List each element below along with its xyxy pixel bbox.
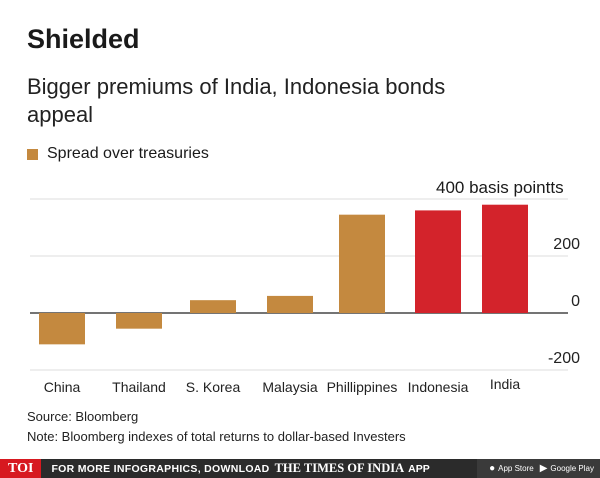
bar-thailand bbox=[116, 313, 162, 329]
x-tick-label: S. Korea bbox=[186, 379, 241, 395]
legend-swatch bbox=[27, 148, 38, 160]
x-tick-label: Indonesia bbox=[408, 379, 469, 395]
bar-malaysia bbox=[267, 295, 313, 313]
google-play-badge[interactable]: ▶ Google Play bbox=[540, 463, 594, 474]
chart-title: Shielded bbox=[27, 24, 140, 54]
footer-promo-text: FOR MORE INFOGRAPHICS, DOWNLOAD bbox=[51, 462, 270, 475]
x-tick-label: India bbox=[490, 376, 521, 392]
app-store-badge[interactable]: ● App Store bbox=[489, 463, 534, 474]
app-store-label: App Store bbox=[498, 464, 534, 473]
chart-subtitle: Bigger premiums of India, Indonesia bond… bbox=[27, 74, 446, 127]
footnote: Note: Bloomberg indexes of total returns… bbox=[27, 429, 406, 444]
x-tick-label: Phillippines bbox=[327, 379, 398, 395]
y-tick-label: -200 bbox=[548, 350, 580, 367]
bar-india bbox=[482, 204, 528, 313]
bar-chart: 200 0 -200 China Thailand S. Korea Malaysia Phi… bbox=[30, 198, 580, 395]
bar-china bbox=[39, 313, 85, 345]
x-tick-label: Thailand bbox=[112, 379, 166, 395]
footer-banner: TOI FOR MORE INFOGRAPHICS, DOWNLOAD THE … bbox=[0, 459, 600, 478]
footer-app-text: APP bbox=[408, 462, 430, 475]
play-icon: ▶ bbox=[539, 463, 548, 474]
x-tick-label: Malaysia bbox=[262, 379, 317, 395]
store-badges: ● App Store ▶ Google Play bbox=[477, 459, 600, 478]
footer-brand-name: THE TIMES OF INDIA bbox=[274, 461, 405, 475]
legend: Spread over treasuries bbox=[27, 145, 209, 163]
legend-label: Spread over treasuries bbox=[47, 145, 209, 162]
x-tick-label: China bbox=[44, 379, 81, 395]
y-tick-label: 200 bbox=[553, 236, 580, 253]
axis-annotation: 400 basis pointts bbox=[436, 178, 564, 197]
toi-logo[interactable]: TOI bbox=[0, 459, 42, 478]
apple-icon: ● bbox=[489, 463, 496, 474]
bar-phillippines bbox=[339, 214, 385, 313]
bar-indonesia bbox=[415, 210, 461, 313]
source-note: Source: Bloomberg bbox=[27, 409, 139, 424]
google-play-label: Google Play bbox=[550, 464, 594, 473]
bar-s-korea bbox=[190, 300, 236, 313]
y-tick-label: 0 bbox=[571, 293, 580, 310]
